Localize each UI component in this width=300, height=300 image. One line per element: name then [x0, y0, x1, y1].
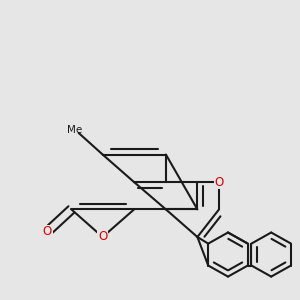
- Text: O: O: [98, 230, 107, 244]
- Text: O: O: [214, 176, 224, 189]
- Text: O: O: [43, 225, 52, 238]
- Text: Me: Me: [68, 125, 82, 136]
